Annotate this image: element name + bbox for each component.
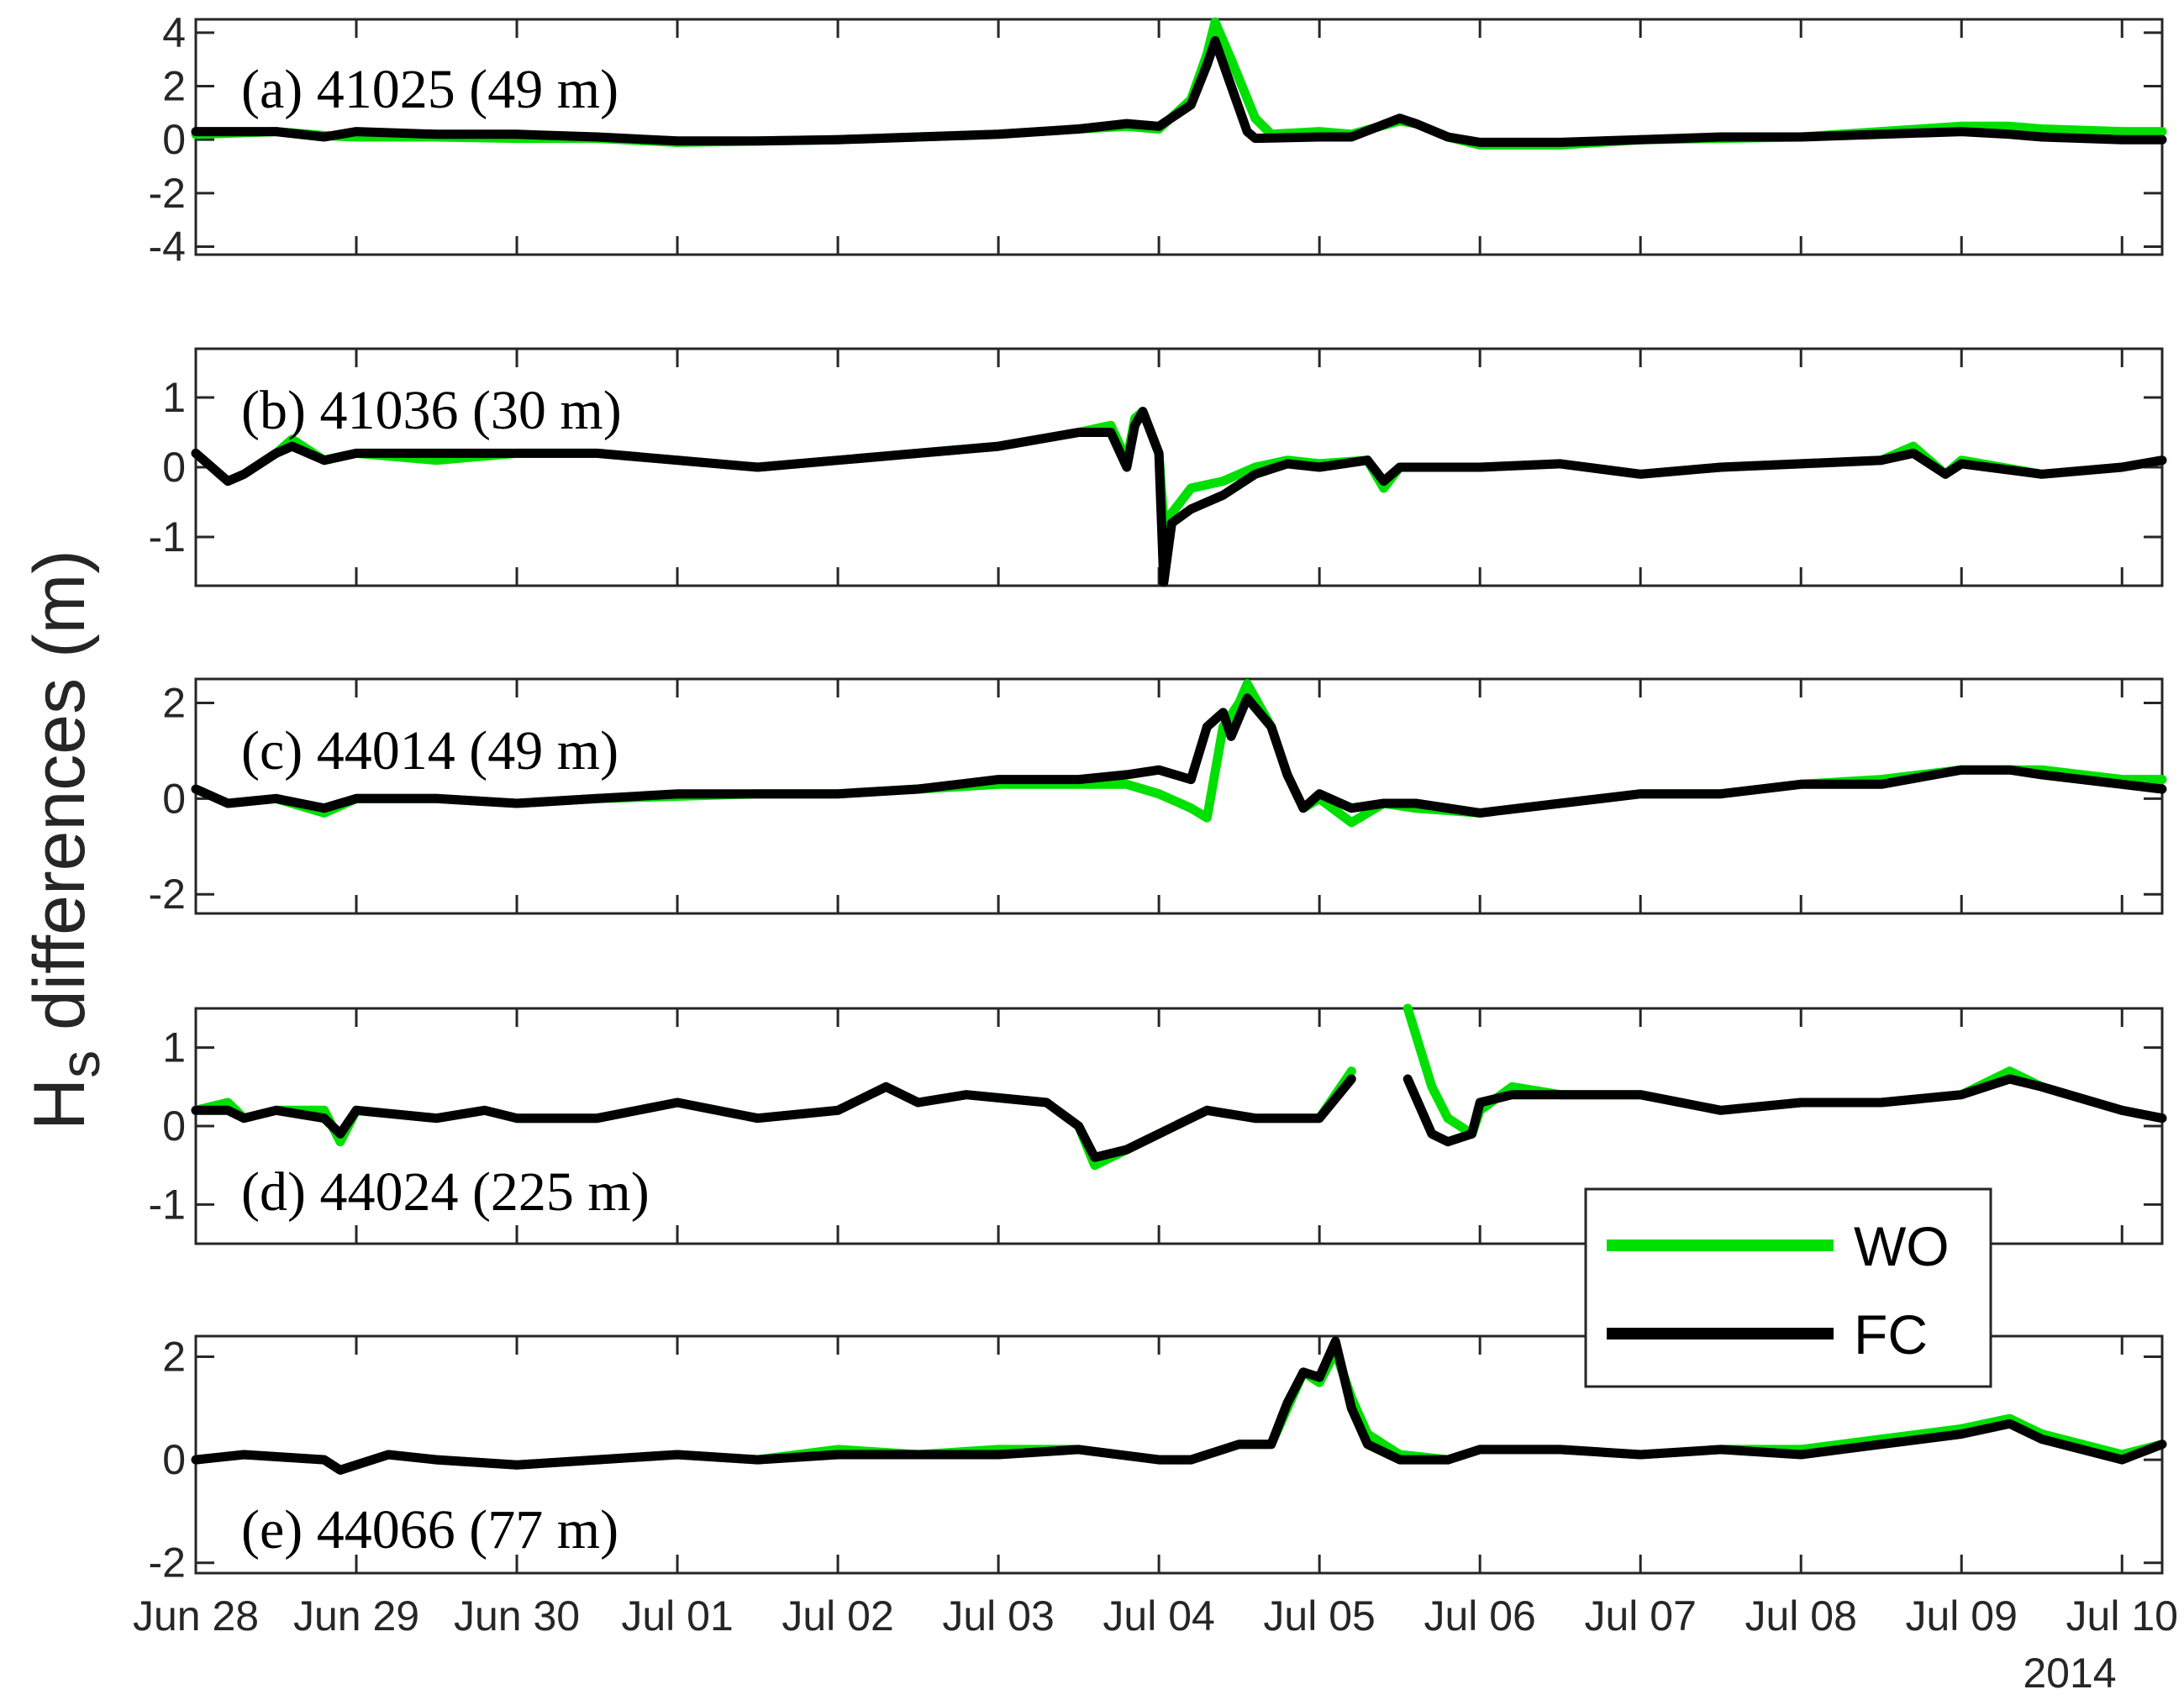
panel-e-ytick-label: 2 — [162, 1334, 186, 1381]
x-tick-label: Jun 30 — [454, 1592, 580, 1639]
panel-e-ytick-label: -2 — [149, 1539, 186, 1587]
panel-e-series-fc — [191, 1336, 2167, 1475]
panel-c: 2 0 -2 (c) 44014 (49 m) — [149, 677, 2167, 918]
x-tick-label: Jul 05 — [1263, 1592, 1375, 1639]
panel-d-ytick-label: -1 — [149, 1181, 186, 1228]
x-tick-label: Jul 06 — [1424, 1592, 1535, 1639]
y-axis-label: Hs differences (m) — [19, 550, 111, 1130]
x-tick-label: Jun 29 — [293, 1592, 419, 1639]
x-tick-label: Jul 07 — [1584, 1592, 1696, 1639]
panels-group: 4 2 0 -2 -4 (a) 41025 (49 m) 1 0 -1 (b) 41036 (30… — [149, 9, 2167, 1587]
panel-e-label: (e) 44066 (77 m) — [241, 1499, 618, 1561]
panel-c-label: (c) 44014 (49 m) — [241, 720, 618, 782]
x-tick-label: Jun 28 — [133, 1592, 259, 1639]
panel-c-ytick-label: 0 — [162, 775, 186, 822]
panel-a: 4 2 0 -2 -4 (a) 41025 (49 m) — [149, 9, 2167, 270]
x-tick-label: Jul 09 — [1906, 1592, 2018, 1639]
panel-e-ytick-label: 0 — [162, 1436, 186, 1483]
panel-e-frame — [194, 1334, 2164, 1575]
panel-c-ytick-label: 2 — [162, 679, 186, 726]
panel-a-series-fc — [191, 36, 2167, 147]
panel-d: 1 0 -1 (d) 44024 (225 m) — [149, 1003, 2167, 1245]
x-tick-label: Jul 01 — [621, 1592, 733, 1639]
legend-label-fc: FC — [1854, 1303, 1928, 1366]
panel-b-ytick-label: 0 — [162, 444, 186, 491]
panel-b-ytick-label: -1 — [149, 513, 186, 561]
legend-box — [1584, 1187, 1992, 1388]
panel-e: 2 0 -2 (e) 44066 (77 m) — [149, 1334, 2167, 1587]
legend: WO FC — [1584, 1187, 1992, 1388]
x-tick-label: Jul 03 — [942, 1592, 1054, 1639]
panel-d-series-wo — [1402, 1003, 2167, 1139]
x-tick-labels: Jun 28 Jun 29 Jun 30 Jul 01 Jul 02 Jul 03 Jul … — [133, 1592, 2178, 1639]
panel-c-ytick-label: -2 — [149, 871, 186, 918]
x-tick-label: Jul 10 — [2066, 1592, 2178, 1639]
y-axis-label-main: H — [19, 1078, 100, 1130]
panel-d-ytick-label: 0 — [162, 1103, 186, 1150]
panel-d-ytick-label: 1 — [162, 1024, 186, 1071]
panel-c-series-fc — [191, 693, 2167, 818]
y-axis-label-subscript: s — [49, 1050, 111, 1078]
panel-a-label: (a) 41025 (49 m) — [241, 59, 618, 120]
legend-label-wo: WO — [1854, 1215, 1950, 1277]
y-axis-label-rest: differences (m) — [19, 550, 100, 1050]
panel-d-series-fc — [1402, 1074, 2167, 1147]
panel-a-ytick-label: 4 — [162, 9, 186, 56]
panel-d-series-fc — [191, 1074, 1356, 1162]
panel-a-ytick-label: 2 — [162, 63, 186, 110]
x-tick-label: Jul 02 — [782, 1592, 893, 1639]
panel-a-ytick-label: -2 — [149, 170, 186, 217]
panel-b-ytick-label: 1 — [162, 374, 186, 421]
panel-b-label: (b) 41036 (30 m) — [241, 380, 622, 441]
panel-d-label: (d) 44024 (225 m) — [241, 1161, 650, 1223]
panel-c-frame — [194, 677, 2164, 915]
x-tick-label: Jul 08 — [1745, 1592, 1856, 1639]
panel-b-series-fc — [191, 407, 2167, 587]
panel-a-ytick-label: 0 — [162, 116, 186, 163]
panel-b: 1 0 -1 (b) 41036 (30 m) — [149, 347, 2167, 587]
x-year-label: 2014 — [2023, 1650, 2116, 1697]
x-tick-label: Jul 04 — [1103, 1592, 1214, 1639]
panel-a-ytick-label: -4 — [149, 223, 186, 270]
